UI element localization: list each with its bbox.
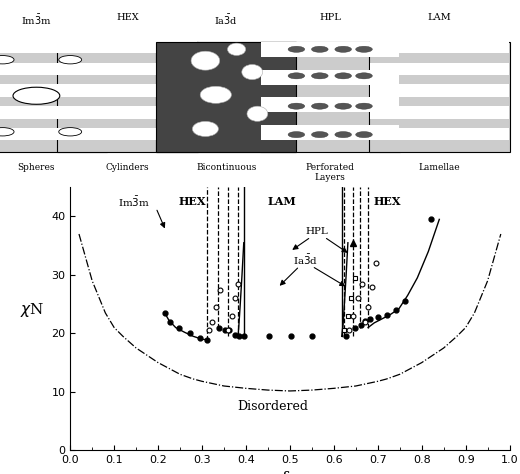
FancyBboxPatch shape [261, 42, 399, 57]
Circle shape [311, 103, 328, 109]
FancyBboxPatch shape [370, 128, 509, 140]
Ellipse shape [242, 64, 263, 80]
Text: Perforated
Layers: Perforated Layers [306, 163, 355, 182]
FancyBboxPatch shape [57, 42, 198, 152]
Ellipse shape [191, 51, 220, 70]
Text: HEX: HEX [374, 196, 401, 207]
FancyBboxPatch shape [261, 97, 399, 112]
Circle shape [311, 132, 328, 137]
Circle shape [335, 103, 352, 109]
Circle shape [59, 128, 82, 136]
Text: Ia$\bar{3}$d: Ia$\bar{3}$d [214, 13, 238, 27]
Text: Bicontinuous: Bicontinuous [196, 163, 256, 172]
FancyBboxPatch shape [370, 106, 509, 118]
Text: Cylinders: Cylinders [106, 163, 149, 172]
Text: HEX: HEX [116, 13, 139, 22]
FancyBboxPatch shape [0, 84, 106, 97]
FancyBboxPatch shape [370, 41, 509, 53]
Circle shape [356, 73, 372, 79]
FancyBboxPatch shape [0, 41, 106, 53]
Circle shape [335, 73, 352, 79]
Circle shape [356, 103, 372, 109]
FancyBboxPatch shape [369, 42, 510, 152]
FancyBboxPatch shape [0, 128, 106, 140]
Circle shape [335, 46, 352, 52]
FancyBboxPatch shape [58, 63, 197, 75]
Text: Ia$\bar{3}$d: Ia$\bar{3}$d [293, 253, 318, 267]
Circle shape [288, 73, 305, 79]
Text: HPL: HPL [306, 227, 329, 236]
Circle shape [288, 46, 305, 52]
Text: LAM: LAM [268, 196, 296, 207]
Y-axis label: $\chi$N: $\chi$N [20, 301, 44, 319]
Text: Disordered: Disordered [237, 400, 308, 413]
FancyBboxPatch shape [0, 42, 107, 152]
Circle shape [335, 132, 352, 137]
FancyBboxPatch shape [156, 42, 296, 152]
Ellipse shape [247, 106, 268, 121]
Text: Im$\bar{3}$m: Im$\bar{3}$m [118, 195, 150, 209]
Ellipse shape [228, 43, 246, 55]
Text: Spheres: Spheres [18, 163, 55, 172]
Text: HPL: HPL [319, 13, 341, 22]
FancyBboxPatch shape [58, 84, 197, 97]
X-axis label: f$_{\mathrm{PI}}$: f$_{\mathrm{PI}}$ [281, 469, 298, 474]
Text: Lamellae: Lamellae [419, 163, 460, 172]
FancyBboxPatch shape [58, 128, 197, 140]
Circle shape [0, 128, 14, 136]
FancyBboxPatch shape [370, 84, 509, 97]
Circle shape [311, 73, 328, 79]
Circle shape [356, 132, 372, 137]
Circle shape [288, 103, 305, 109]
FancyBboxPatch shape [58, 106, 197, 118]
Circle shape [311, 46, 328, 52]
FancyBboxPatch shape [261, 125, 399, 140]
Circle shape [0, 55, 14, 64]
Ellipse shape [200, 86, 231, 103]
FancyBboxPatch shape [261, 70, 399, 85]
FancyBboxPatch shape [58, 41, 197, 53]
Circle shape [356, 46, 372, 52]
FancyBboxPatch shape [260, 42, 400, 152]
Circle shape [13, 87, 60, 104]
FancyBboxPatch shape [0, 106, 106, 118]
Text: LAM: LAM [427, 13, 451, 22]
Text: Im$\bar{3}$m: Im$\bar{3}$m [21, 13, 51, 27]
Ellipse shape [192, 121, 218, 137]
Circle shape [59, 55, 82, 64]
Circle shape [288, 132, 305, 137]
FancyBboxPatch shape [0, 63, 106, 75]
Text: HEX: HEX [178, 196, 206, 207]
FancyBboxPatch shape [370, 63, 509, 75]
FancyBboxPatch shape [156, 42, 296, 152]
